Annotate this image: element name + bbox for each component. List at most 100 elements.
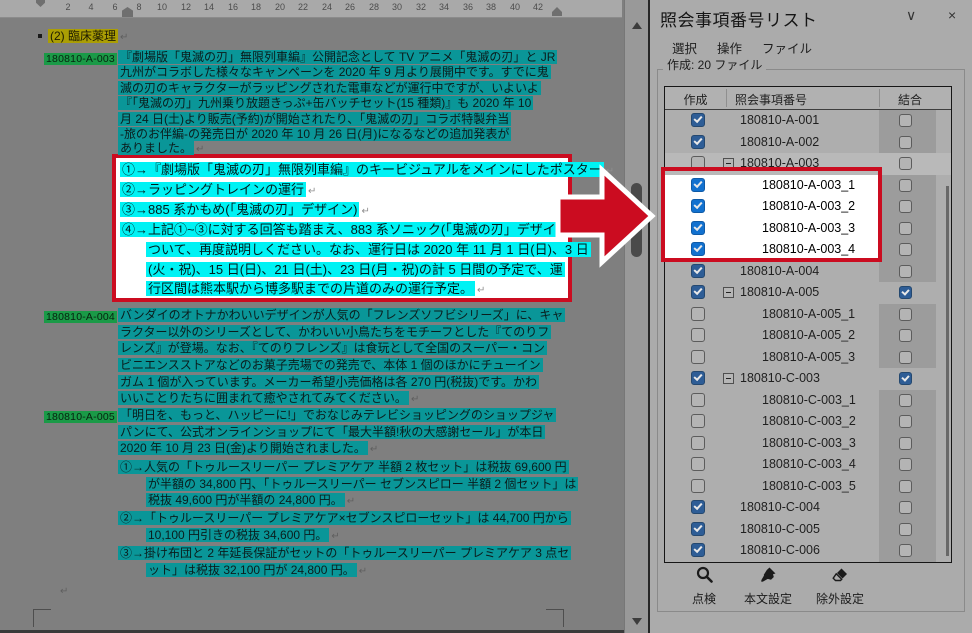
combine-checkbox[interactable] bbox=[899, 221, 912, 235]
combine-checkbox[interactable] bbox=[899, 415, 912, 428]
window-bottom-edge bbox=[0, 630, 648, 633]
combine-checkbox[interactable] bbox=[899, 372, 912, 385]
highlighted-text: ット」は税抜 32,100 円が 24,800 円。 bbox=[146, 563, 357, 577]
table-row[interactable]: 180810-C-005 bbox=[665, 518, 951, 540]
table-row[interactable]: 180810-A-003_3 bbox=[665, 217, 951, 239]
created-checkbox[interactable] bbox=[691, 134, 705, 149]
created-checkbox[interactable] bbox=[691, 113, 705, 127]
table-row[interactable]: 180810-A-005_2 bbox=[665, 325, 951, 347]
inspect-button[interactable]: 点検 bbox=[672, 566, 736, 606]
doc-line: 九州がコラボした様々なキャンペーンを 2020 年 9 月より展開中です。すでに… bbox=[118, 65, 551, 79]
table-row[interactable]: 180810-C-003_3 bbox=[665, 432, 951, 454]
created-checkbox[interactable] bbox=[691, 478, 705, 493]
created-checkbox[interactable] bbox=[691, 500, 705, 514]
hanging-indent-marker[interactable] bbox=[122, 7, 133, 13]
table-row[interactable]: 180810-C-003_1 bbox=[665, 389, 951, 411]
collapse-expander-icon[interactable] bbox=[723, 373, 734, 384]
close-icon[interactable]: × bbox=[948, 7, 957, 23]
table-row[interactable]: 180810-C-003 bbox=[665, 368, 951, 390]
row-label: 180810-C-003_5 bbox=[762, 478, 856, 493]
scroll-up-icon[interactable] bbox=[632, 22, 642, 29]
doc-line: ①→人気の「トゥルースリーパー プレミアケア 半額 2 枚セット」は税抜 69,… bbox=[118, 460, 569, 474]
scroll-down-icon[interactable] bbox=[632, 618, 642, 625]
combine-checkbox[interactable] bbox=[899, 135, 912, 149]
pushpin-icon bbox=[760, 567, 775, 583]
table-row[interactable]: 180810-A-002 bbox=[665, 131, 951, 153]
paragraph-mark: ↵ bbox=[369, 444, 379, 455]
menu-file[interactable]: ファイル bbox=[762, 42, 813, 56]
collapse-chevron-icon[interactable]: ∨ bbox=[906, 7, 917, 23]
combine-checkbox[interactable] bbox=[899, 178, 912, 192]
menu-select[interactable]: 選択 bbox=[672, 42, 698, 56]
doc-line: が半額の 34,800 円、「トゥルースリーパー セブンスピロー 半額 2 個セ… bbox=[146, 477, 579, 491]
combine-checkbox[interactable] bbox=[899, 458, 912, 471]
created-checkbox[interactable] bbox=[691, 371, 705, 385]
created-checkbox[interactable] bbox=[691, 306, 705, 321]
created-checkbox[interactable] bbox=[691, 199, 705, 213]
doc-line: バンダイのオトナかわいいデザインが人気の「フレンズソフビシリーズ」に、キャ bbox=[118, 308, 566, 322]
created-checkbox[interactable] bbox=[691, 543, 705, 557]
exclude-setting-button[interactable]: 除外設定 bbox=[808, 566, 872, 606]
table-row[interactable]: 180810-A-003_4 bbox=[665, 239, 951, 261]
combine-checkbox[interactable] bbox=[899, 501, 912, 514]
left-indent-marker[interactable] bbox=[122, 13, 133, 17]
combine-checkbox[interactable] bbox=[899, 479, 912, 493]
highlighted-text: ガム 1 個が入っています。メーカー希望小売価格は各 270 円(税抜)です。か… bbox=[118, 375, 540, 389]
highlighted-text: ①→人気の「トゥルースリーパー プレミアケア 半額 2 枚セット」は税抜 69,… bbox=[118, 460, 569, 474]
created-checkbox[interactable] bbox=[691, 414, 705, 428]
combine-checkbox[interactable] bbox=[899, 200, 912, 213]
combine-checkbox[interactable] bbox=[899, 522, 912, 536]
combine-checkbox[interactable] bbox=[899, 264, 912, 278]
combine-checkbox[interactable] bbox=[899, 243, 912, 256]
inquiry-list-panel: 照会事項番号リスト ∨ × 選択 操作 ファイル 作成: 20 ファイル 作成 … bbox=[648, 0, 972, 633]
document-scrollbar[interactable] bbox=[624, 0, 649, 633]
ruler-tick: 28 bbox=[368, 2, 380, 12]
created-checkbox[interactable] bbox=[691, 285, 705, 299]
table-scrollbar-thumb[interactable] bbox=[946, 186, 949, 556]
table-row[interactable]: 180810-C-003_2 bbox=[665, 411, 951, 433]
table-row[interactable]: 180810-C-006 bbox=[665, 540, 951, 562]
created-checkbox[interactable] bbox=[691, 392, 705, 407]
created-checkbox[interactable] bbox=[691, 457, 705, 471]
row-label: 180810-C-003_1 bbox=[762, 392, 856, 407]
right-indent-marker[interactable] bbox=[552, 7, 562, 16]
doc-line: ラクター以外のシリーズとして、かわいい小鳥たちをモチーフとした『てのりフ bbox=[118, 325, 552, 339]
collapse-expander-icon[interactable] bbox=[723, 287, 734, 298]
combine-checkbox[interactable] bbox=[899, 157, 912, 170]
created-checkbox[interactable] bbox=[691, 220, 705, 235]
created-checkbox[interactable] bbox=[691, 328, 705, 342]
created-checkbox[interactable] bbox=[691, 349, 705, 364]
created-checkbox[interactable] bbox=[691, 521, 705, 536]
first-line-indent-marker[interactable] bbox=[36, 0, 45, 7]
row-label: 180810-C-003_4 bbox=[762, 457, 856, 471]
table-row[interactable]: 180810-A-005_3 bbox=[665, 346, 951, 368]
doc-line: 「明日を、もっと、ハッピーに!」でおなじみテレビショッピングのショップジャ bbox=[118, 408, 557, 422]
doc-line: ガム 1 個が入っています。メーカー希望小売価格は各 270 円(税抜)です。か… bbox=[118, 375, 540, 389]
table-row[interactable]: 180810-A-003_1 bbox=[665, 174, 951, 196]
created-checkbox[interactable] bbox=[691, 242, 705, 256]
menu-operate[interactable]: 操作 bbox=[717, 42, 743, 56]
created-checkbox[interactable] bbox=[691, 263, 705, 278]
row-label: 180810-C-005 bbox=[740, 521, 820, 536]
table-row[interactable]: 180810-C-007 bbox=[665, 561, 951, 562]
combine-checkbox[interactable] bbox=[899, 114, 912, 127]
combine-checkbox[interactable] bbox=[899, 307, 912, 321]
body-setting-button[interactable]: 本文設定 bbox=[736, 566, 800, 606]
table-row[interactable]: 180810-C-004 bbox=[665, 497, 951, 519]
combine-checkbox[interactable] bbox=[899, 544, 912, 557]
combine-checkbox[interactable] bbox=[899, 286, 912, 299]
table-row[interactable]: 180810-A-001 bbox=[665, 110, 951, 132]
table-row[interactable]: 180810-C-003_4 bbox=[665, 454, 951, 476]
created-checkbox[interactable] bbox=[691, 435, 705, 450]
combine-checkbox[interactable] bbox=[899, 436, 912, 450]
combine-checkbox[interactable] bbox=[899, 393, 912, 407]
table-row[interactable]: 180810-A-005 bbox=[665, 282, 951, 304]
combine-checkbox[interactable] bbox=[899, 329, 912, 342]
table-row[interactable]: 180810-C-003_5 bbox=[665, 475, 951, 497]
table-row[interactable]: 180810-A-003_2 bbox=[665, 196, 951, 218]
table-row[interactable]: 180810-A-004 bbox=[665, 260, 951, 282]
table-row[interactable]: 180810-A-005_1 bbox=[665, 303, 951, 325]
page-corner-mark bbox=[33, 609, 51, 627]
combine-checkbox[interactable] bbox=[899, 350, 912, 364]
created-checkbox[interactable] bbox=[691, 177, 705, 192]
